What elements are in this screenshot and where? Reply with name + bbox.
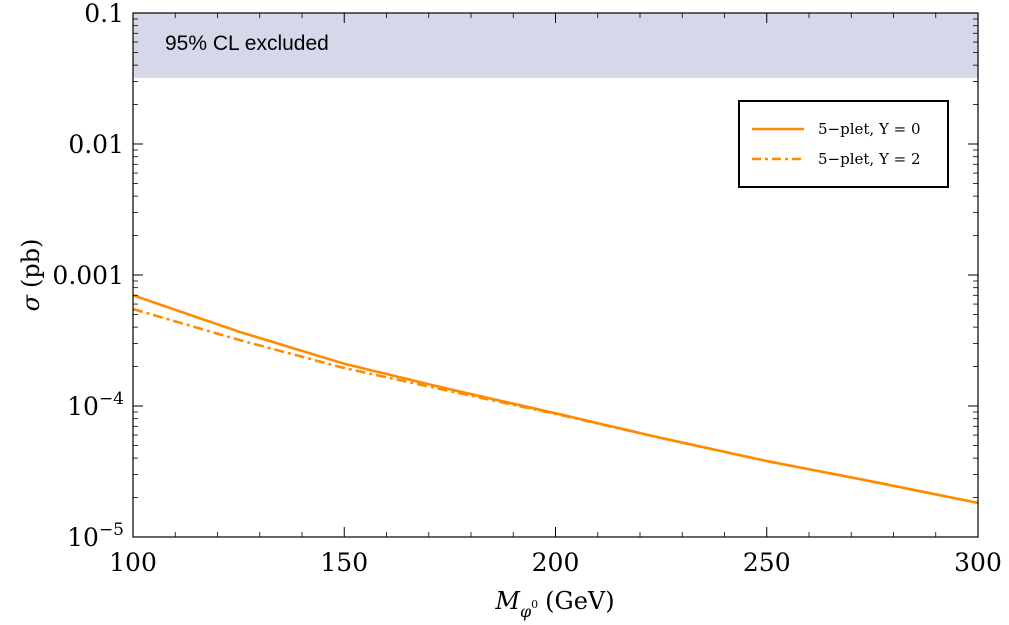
legend: 5−plet, Y = 0 5−plet, Y = 2 [738,100,949,188]
x-tick-label: 150 [320,548,368,577]
tick-labels: 100 150 200 250 300 10−5 10−4 0.001 0.01 0.1 [52,0,1001,577]
excluded-band-label: 95% CL excluded [165,32,329,55]
plot-frame [132,12,979,538]
y-tick-label: 0.01 [68,130,124,159]
axis-ticks [132,12,979,538]
x-tick-label: 200 [532,548,580,577]
y-axis-label-unit: (pb) [17,239,45,288]
x-axis-label: Mφ0 (GeV) [494,587,614,621]
legend-label-y0: 5−plet, Y = 0 [818,120,921,138]
y-tick-label: 0.001 [52,261,124,290]
x-tick-label: 250 [743,548,791,577]
x-axis-label-superscript: 0 [531,598,538,611]
y-tick-label: 0.1 [84,0,124,28]
series-lines [132,294,979,505]
x-tick-label: 300 [954,548,1002,577]
legend-label-y2: 5−plet, Y = 2 [818,150,921,168]
excluded-region [133,13,978,78]
y-axis-label: σ (pb) [17,239,45,312]
series-line-y0 [132,294,979,505]
x-tick-label: 100 [109,548,157,577]
x-axis-label-subscript: φ [520,602,532,621]
legend-box [738,100,949,188]
series-line-y2 [132,307,979,505]
x-axis-label-symbol: M [494,587,521,615]
y-axis-label-symbol: σ [17,294,45,311]
y-tick-label: 10−4 [67,389,124,421]
excluded-band [133,13,978,78]
x-axis-label-unit: (GeV) [545,587,614,615]
y-tick-label: 10−5 [67,520,124,552]
